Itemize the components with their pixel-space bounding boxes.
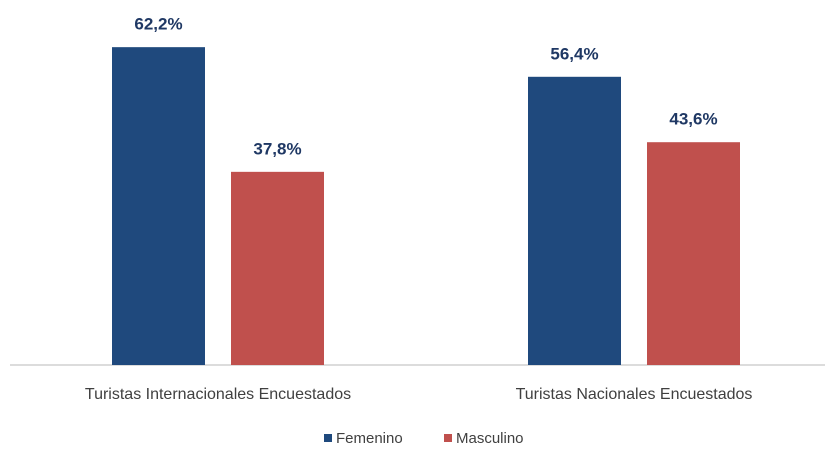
legend-swatch (324, 434, 332, 442)
data-label: 37,8% (253, 139, 301, 158)
legend-label: Femenino (336, 430, 403, 447)
data-label: 43,6% (669, 110, 717, 129)
legend-label: Masculino (456, 430, 524, 447)
x-tick-label: Turistas Nacionales Encuestados (516, 386, 753, 403)
data-label: 56,4% (550, 44, 598, 63)
x-tick-label: Turistas Internacionales Encuestados (85, 386, 351, 403)
bar (528, 76, 621, 366)
data-label: 62,2% (134, 15, 182, 34)
bar (231, 171, 324, 365)
bar (647, 142, 740, 365)
bar (112, 47, 205, 366)
legend-swatch (444, 434, 452, 442)
